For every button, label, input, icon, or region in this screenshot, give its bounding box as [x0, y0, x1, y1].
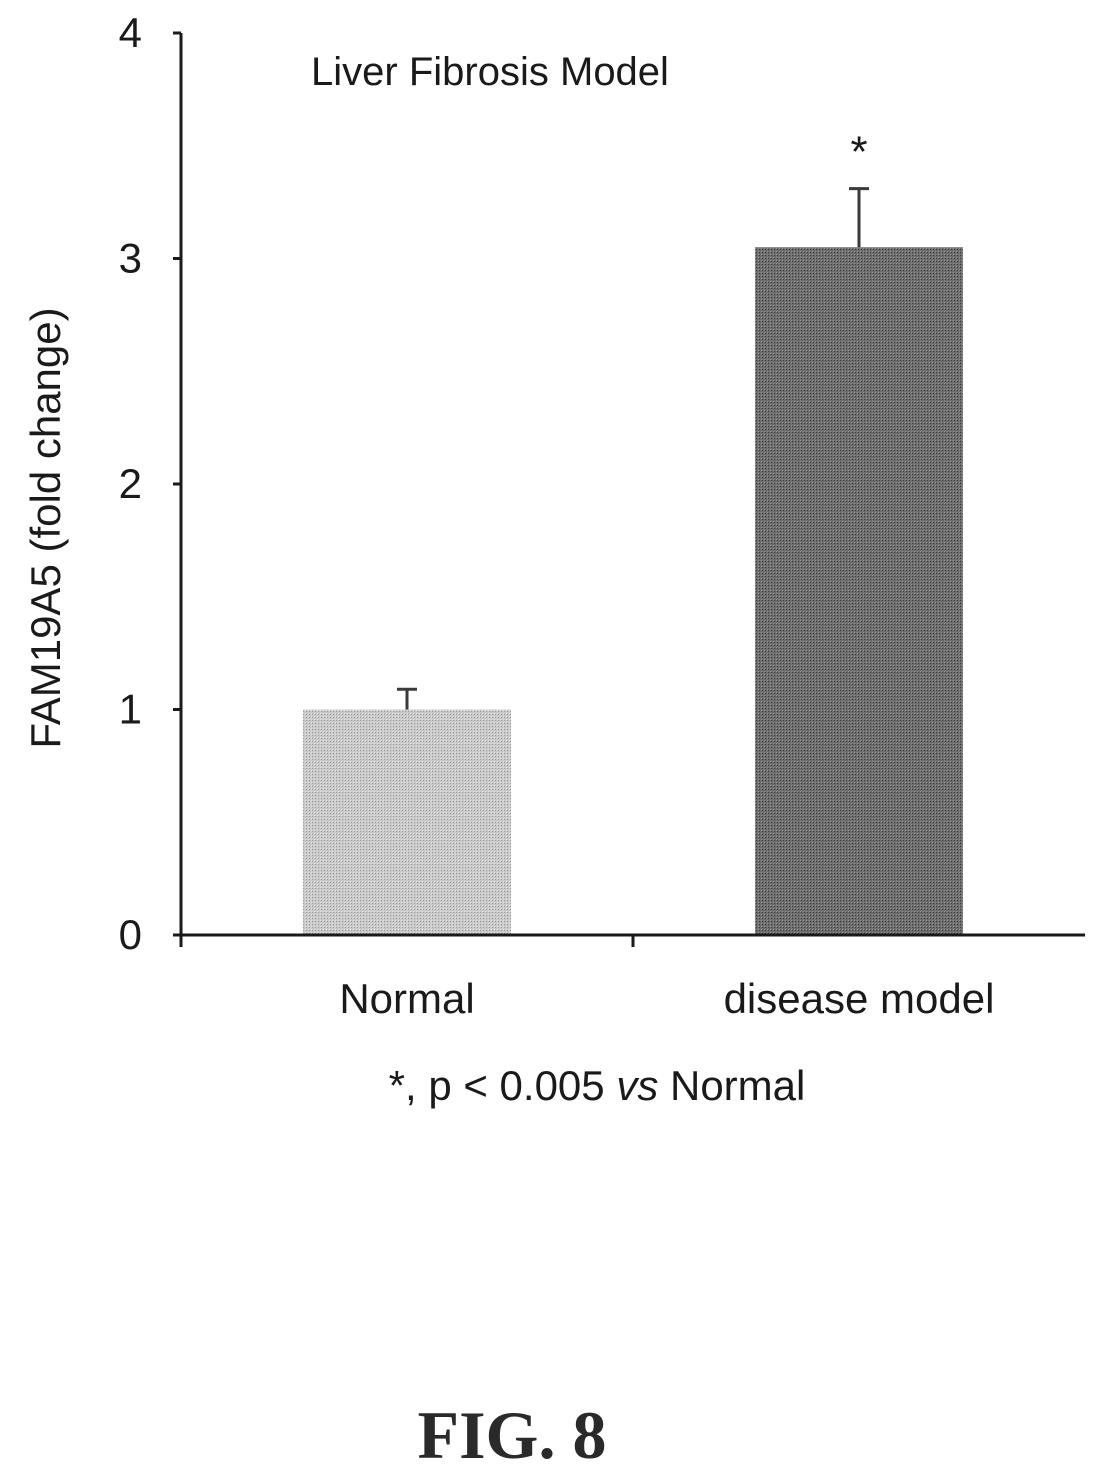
category-label: Normal [339, 975, 474, 1022]
significance-footnote: *, p < 0.005 vs Normal [389, 1062, 806, 1109]
footnote-prefix: *, p < 0.005 [389, 1062, 617, 1109]
footnote-italic: vs [616, 1062, 658, 1109]
y-tick-label: 1 [119, 686, 142, 733]
bar-chart: Liver Fibrosis Model FAM19A5 (fold chang… [22, 9, 1085, 1109]
y-tick-label: 4 [119, 9, 142, 56]
figure-label: FIG. 8 [418, 1397, 607, 1473]
y-tick-label: 2 [119, 460, 142, 507]
category-labels-group: Normal disease model [339, 975, 994, 1022]
y-ticks-group: 0 1 2 3 4 [119, 9, 181, 958]
error-bars-group [397, 187, 869, 710]
significance-marker: * [850, 128, 867, 177]
y-axis-label: FAM19A5 (fold change) [22, 307, 69, 748]
bar-disease-model [755, 247, 963, 936]
y-tick-label: 0 [119, 911, 142, 958]
bars-group [303, 247, 963, 936]
y-tick-label: 3 [119, 235, 142, 282]
footnote-suffix: Normal [658, 1062, 805, 1109]
significance-group: * [850, 128, 867, 177]
category-label: disease model [724, 975, 995, 1022]
chart-title: Liver Fibrosis Model [311, 50, 669, 94]
bar-normal [303, 709, 511, 935]
